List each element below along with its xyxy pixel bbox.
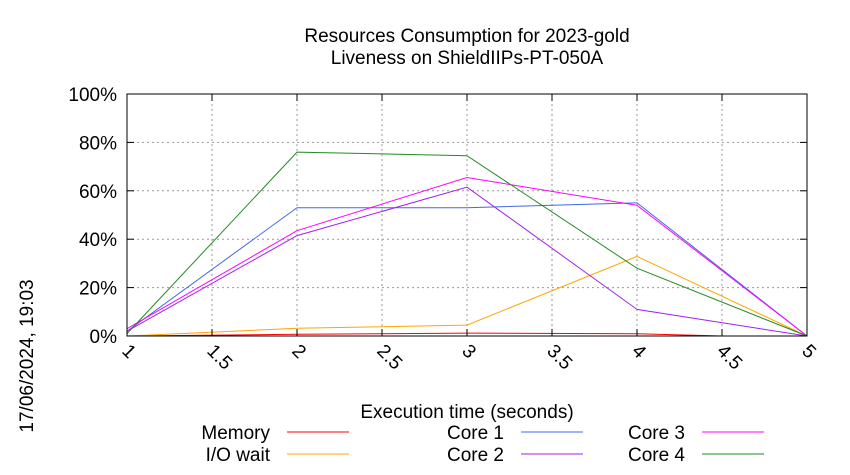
x-tick-label: 5 <box>797 341 819 363</box>
y-tick-label: 40% <box>79 230 117 251</box>
chart-title: Resources Consumption for 2023-goldLiven… <box>304 26 629 69</box>
y-tick-label: 80% <box>79 133 117 154</box>
chart-title-line: Liveness on ShieldIIPs-PT-050A <box>331 48 604 69</box>
legend-label: Core 3 <box>628 423 685 444</box>
y-tick-label: 20% <box>79 279 117 300</box>
legend-label: Core 1 <box>447 423 504 444</box>
timestamp-label: 17/06/2024, 19:03 <box>17 279 38 432</box>
series-line-core-3 <box>126 176 808 337</box>
legend-label: Memory <box>201 423 270 444</box>
legend-label: I/O wait <box>206 445 271 466</box>
x-tick-label: 1.5 <box>202 341 236 375</box>
chart-title-line: Resources Consumption for 2023-gold <box>304 26 629 47</box>
x-axis: 1 1.5 2 2.5 3 3.5 4 4.5 5 <box>117 94 820 375</box>
y-axis: 0% 20% 40% 60% 80% 100% <box>68 85 807 348</box>
series-line-i-o-wait <box>126 255 808 337</box>
x-axis-label: Execution time (seconds) <box>360 402 573 423</box>
x-tick-label: 1 <box>117 341 139 363</box>
legend-label: Core 2 <box>447 445 504 466</box>
series-line-core-4 <box>126 151 808 337</box>
grid <box>126 93 808 337</box>
y-tick-label: 60% <box>79 182 117 203</box>
x-tick-label: 4 <box>627 341 650 364</box>
x-tick-label: 2.5 <box>372 341 406 375</box>
legend-label: Core 4 <box>628 445 685 466</box>
x-tick-label: 3 <box>457 341 479 363</box>
series-line-core-1 <box>126 202 808 337</box>
y-tick-label: 0% <box>90 327 118 348</box>
x-tick-label: 3.5 <box>542 341 576 375</box>
x-tick-label: 4.5 <box>712 341 746 375</box>
series-line-core-2 <box>126 186 808 337</box>
y-tick-label: 100% <box>68 85 117 106</box>
x-tick-label: 2 <box>287 341 309 363</box>
